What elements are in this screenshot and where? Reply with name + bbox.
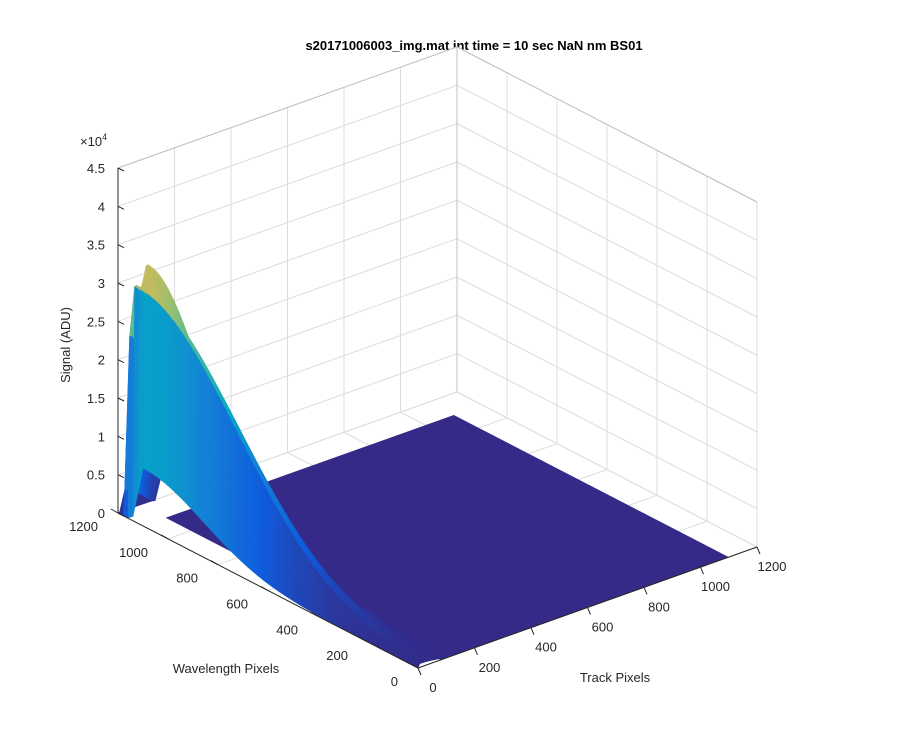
z-exponent-label: ×104: [80, 132, 107, 149]
grid-line: [456, 276, 758, 433]
z-tick-label: 4.5: [87, 161, 105, 176]
grid-line: [117, 199, 458, 322]
z-tick-mark: [117, 474, 125, 479]
z-exponent-base: ×10: [80, 134, 102, 149]
x-tick-label: 600: [592, 620, 614, 635]
z-tick-label: 3.5: [87, 238, 105, 253]
x-tick-label: 800: [648, 599, 670, 614]
grid-line: [117, 391, 458, 514]
z-tick-label: 1.5: [87, 391, 105, 406]
chart-title: s20171006003_img.mat int time = 10 sec N…: [305, 38, 642, 53]
z-tick-label: 2.5: [87, 314, 105, 329]
grid-line: [456, 123, 758, 280]
z-axis-label: Signal (ADU): [58, 307, 73, 383]
z-tick-mark: [117, 359, 125, 364]
y-tick-label: 0: [391, 674, 398, 689]
z-tick-mark: [117, 397, 125, 402]
x-tick-mark: [756, 546, 761, 555]
grid-line: [456, 353, 758, 510]
z-tick-mark: [117, 167, 125, 172]
z-exponent-power: 4: [102, 132, 107, 142]
y-axis-label: Wavelength Pixels: [173, 661, 280, 676]
z-tick-label: 2: [98, 353, 105, 368]
y-tick-label: 400: [276, 622, 298, 637]
y-tick-label: 200: [326, 648, 348, 663]
y-tick-label: 600: [226, 597, 248, 612]
y-tick-label: 1000: [119, 545, 148, 560]
grid-line: [456, 161, 758, 318]
surface-cell: [442, 652, 452, 657]
x-tick-label: 400: [535, 640, 557, 655]
surface-floor: [165, 415, 729, 660]
y-tick-mark: [110, 508, 119, 514]
grid-line: [456, 84, 758, 241]
grid-line: [456, 314, 758, 471]
grid-line: [117, 123, 458, 246]
x-tick-mark: [474, 647, 478, 656]
z-tick-label: 4: [98, 199, 105, 214]
z-tick-label: 0.5: [87, 468, 105, 483]
x-tick-mark: [587, 607, 591, 615]
y-tick-mark: [310, 611, 319, 617]
y-tick-mark: [360, 637, 369, 643]
z-tick-mark: [117, 205, 125, 210]
y-tick-mark: [410, 663, 419, 669]
y-tick-label: 800: [176, 571, 198, 586]
z-tick-mark: [117, 244, 125, 249]
grid-line: [117, 161, 458, 284]
z-tick-mark: [117, 320, 125, 325]
y-tick-mark: [160, 534, 169, 540]
x-tick-mark: [643, 587, 648, 595]
x-tick-label: 1200: [758, 559, 787, 574]
y-tick-mark: [210, 560, 219, 566]
x-tick-label: 200: [479, 660, 501, 675]
box-edge: [456, 46, 758, 203]
grid-line: [456, 238, 758, 395]
tick-layer: 0200400600800100012000200400600800100012…: [69, 161, 786, 695]
x-tick-label: 1000: [701, 579, 730, 594]
x-tick-mark: [530, 627, 535, 635]
z-tick-label: 0: [98, 506, 105, 521]
x-tick-mark: [700, 566, 704, 575]
x-tick-label: 0: [429, 680, 436, 695]
grid-line: [117, 84, 458, 207]
box-edge: [117, 46, 458, 169]
z-tick-mark: [117, 282, 125, 287]
grid-line: [456, 199, 758, 356]
z-tick-label: 3: [98, 276, 105, 291]
z-tick-mark: [117, 512, 125, 517]
z-tick-label: 1: [98, 429, 105, 444]
y-tick-mark: [260, 586, 269, 591]
x-axis-label: Track Pixels: [580, 670, 651, 685]
surface-layer: [117, 264, 729, 669]
y-tick-label: 1200: [69, 519, 98, 534]
z-tick-mark: [117, 435, 125, 440]
x-tick-mark: [417, 667, 422, 676]
